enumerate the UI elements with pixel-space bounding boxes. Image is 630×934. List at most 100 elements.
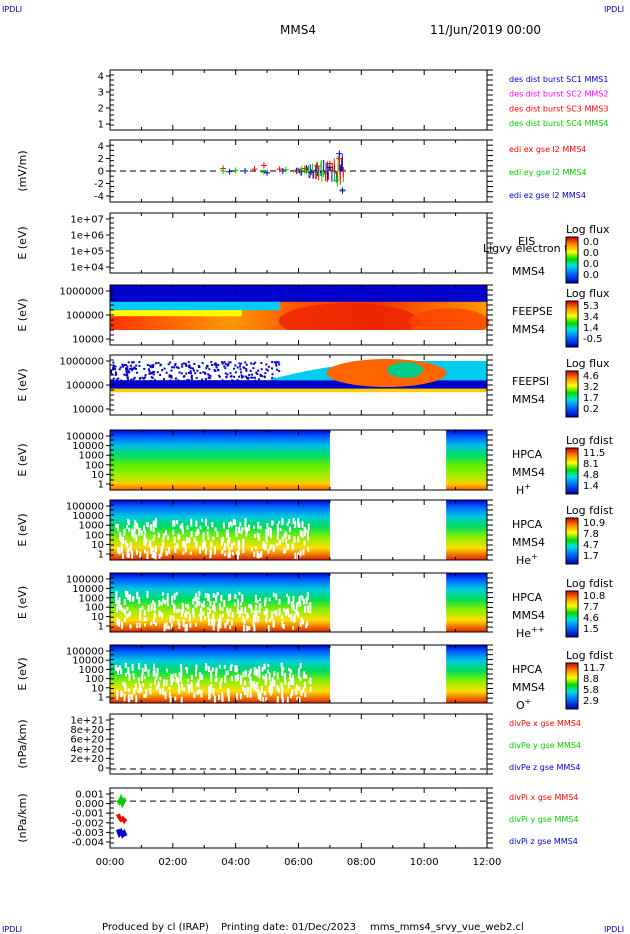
- spectrogram-speckle: [213, 601, 216, 606]
- spectrogram-speckle: [276, 543, 279, 547]
- spectrogram-speckle: [201, 603, 204, 608]
- spectrogram-speckle: [182, 541, 185, 547]
- spectrogram-speckle: [198, 546, 201, 554]
- spectrogram-speckle: [213, 618, 216, 625]
- spectrogram-speckle: [207, 685, 210, 693]
- spectrogram-speckle: [177, 683, 180, 692]
- spectrogram-speckle: [201, 518, 204, 522]
- spectrogram-band: [110, 301, 280, 311]
- spectrogram-speckle: [217, 624, 220, 632]
- spectrogram-speckle: [257, 369, 260, 372]
- y-tick-label: 3: [98, 88, 104, 99]
- spectrogram-speckle: [154, 362, 157, 365]
- spectrogram-speckle: [150, 621, 153, 626]
- spectrogram-speckle: [143, 525, 146, 532]
- spectrogram-speckle: [148, 380, 151, 383]
- spectrogram-speckle: [143, 540, 146, 546]
- colorbar-tick-label: 7.8: [583, 529, 599, 540]
- spectrogram-speckle: [175, 366, 178, 369]
- spectrogram-speckle: [246, 377, 249, 380]
- spectrogram-speckle: [264, 599, 267, 607]
- spectrogram-speckle: [250, 376, 253, 379]
- spectrogram-speckle: [197, 689, 200, 694]
- spectrogram-speckle: [146, 364, 149, 367]
- spectrogram-speckle: [207, 380, 210, 383]
- spectrogram-speckle: [162, 380, 165, 383]
- colorbar-tick-label: 4.7: [583, 540, 599, 551]
- spectrogram-speckle: [166, 551, 169, 556]
- spectrogram-speckle: [227, 594, 230, 601]
- spectrogram-speckle: [255, 685, 258, 689]
- spectrogram-speckle: [234, 380, 237, 383]
- spectrogram-speckle: [208, 374, 211, 377]
- spectrogram-speckle: [192, 607, 195, 615]
- spectrogram-speckle: [241, 594, 244, 603]
- spectrogram-speckle: [242, 671, 245, 678]
- spectrogram-speckle: [234, 664, 237, 673]
- spectrogram-speckle: [271, 376, 274, 379]
- spectrogram-speckle: [269, 531, 272, 537]
- spectrogram-speckle: [295, 603, 298, 609]
- spectrogram-speckle: [288, 534, 291, 540]
- spectrogram-speckle: [127, 361, 130, 364]
- spectrogram-speckle: [132, 676, 135, 680]
- spectrogram-fill: [446, 645, 487, 703]
- spectrogram-speckle: [212, 613, 215, 622]
- spectrogram-speckle: [143, 367, 146, 370]
- spectrogram-speckle: [197, 679, 200, 688]
- spectrogram-speckle: [131, 528, 134, 536]
- spectrogram-blank: [110, 330, 487, 345]
- spectrogram-speckle: [169, 379, 172, 382]
- spectrogram-speckle: [218, 618, 221, 626]
- spectrogram-speckle: [209, 608, 212, 614]
- spectrogram-speckle: [168, 686, 171, 691]
- spectrogram-speckle: [143, 675, 146, 680]
- spectrogram-speckle: [187, 611, 190, 615]
- colorbar-title: Log fdist: [566, 504, 614, 517]
- y-tick-label: -0.001: [72, 809, 104, 820]
- spectrogram-speckle: [265, 368, 268, 371]
- spectrogram-speckle: [206, 526, 209, 530]
- spectrogram-speckle: [257, 616, 260, 623]
- spectrogram-speckle: [185, 610, 188, 618]
- footer-producer: Produced by cl (IRAP): [102, 922, 209, 933]
- spectrogram-speckle: [236, 553, 239, 561]
- spectrogram-speckle: [183, 687, 186, 692]
- colorbar-tick-label: 1.7: [583, 551, 599, 562]
- panel-frame: [109, 69, 488, 131]
- spectrogram-speckle: [309, 602, 312, 610]
- spectrogram-speckle: [240, 376, 243, 379]
- panel-edi: edi ex gse l2 MMS4 edi ey gse l2 MMS4 edi …: [16, 139, 587, 203]
- spectrogram-speckle: [187, 683, 190, 689]
- spectrogram-speckle: [245, 530, 248, 537]
- y-tick-label: 1: [98, 120, 104, 131]
- spectrogram-speckle: [243, 618, 246, 624]
- spectrogram-speckle: [164, 530, 167, 536]
- y-tick-label: 1e+04: [70, 263, 104, 274]
- spectrogram-speckle: [199, 380, 202, 383]
- spectrogram-speckle: [278, 687, 281, 693]
- spectrogram-speckle: [168, 546, 171, 555]
- spectrogram-speckle: [238, 539, 241, 548]
- spectrogram-speckle: [297, 518, 300, 526]
- spectrogram-speckle: [162, 378, 165, 381]
- spectrogram-speckle: [285, 538, 288, 545]
- spectrogram-speckle: [304, 529, 307, 534]
- spectrogram-speckle: [191, 367, 194, 370]
- spectrogram-speckle: [152, 520, 155, 528]
- spectrogram-speckle: [159, 364, 162, 367]
- spectrogram-speckle: [303, 605, 306, 614]
- spectrogram-speckle: [306, 605, 309, 613]
- spectrogram-speckle: [204, 518, 207, 526]
- spectrogram-speckle: [230, 543, 233, 550]
- spectrogram-speckle: [227, 695, 230, 702]
- spectrogram-speckle: [138, 596, 141, 604]
- instrument-label: HPCA: [512, 663, 543, 676]
- spectrogram-speckle: [256, 599, 259, 604]
- spectrogram-speckle: [214, 527, 217, 532]
- spectrogram-speckle: [166, 597, 169, 604]
- spectrogram-speckle: [201, 378, 204, 381]
- spectrogram-speckle: [290, 613, 293, 618]
- species-label: O+: [516, 697, 531, 712]
